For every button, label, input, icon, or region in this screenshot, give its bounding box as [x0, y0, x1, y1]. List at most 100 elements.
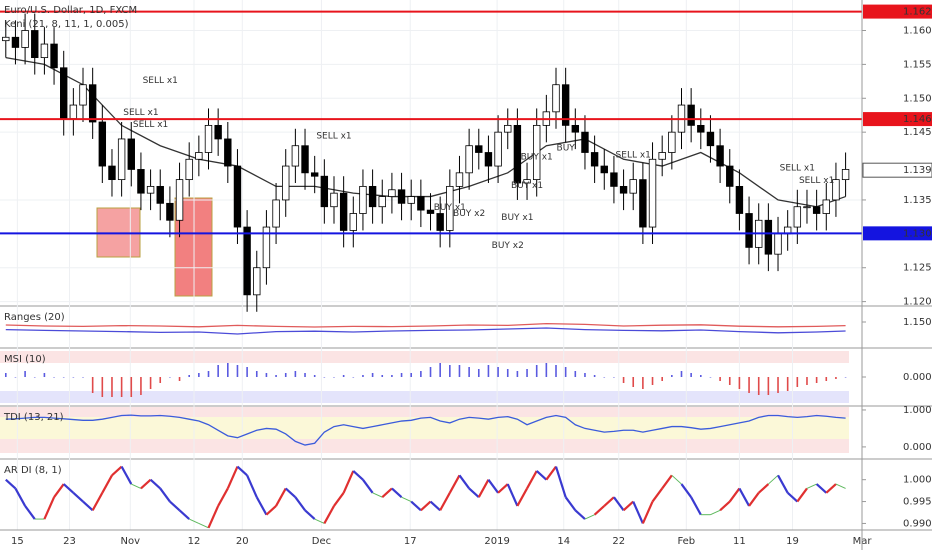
indicator-segment: [526, 470, 538, 489]
msi-bar: [62, 377, 65, 378]
level-label: 1.14693: [903, 114, 932, 125]
candle-body: [2, 36, 10, 42]
indicator-segment: [516, 487, 529, 507]
msi-bar: [400, 373, 403, 377]
y-tick-label: 1.14500: [903, 127, 932, 138]
indicator-segment: [768, 474, 779, 485]
indicator-line: [5, 414, 846, 446]
msi-bar: [622, 377, 625, 383]
candle-body: [484, 152, 493, 167]
indicator-segment: [487, 479, 499, 494]
signal-label: BUY x2: [492, 241, 524, 251]
y-tick-label: 1.12500: [903, 263, 932, 274]
msi-bar: [661, 377, 663, 381]
candle-body: [581, 131, 589, 153]
candle-body: [532, 124, 541, 181]
indicator-segment: [690, 496, 702, 516]
candle-body: [233, 165, 242, 228]
indicator-segment: [188, 518, 200, 524]
x-tick-label: 15: [11, 536, 24, 547]
msi-bar: [709, 377, 712, 378]
candle-body: [108, 165, 116, 181]
indicator-segment: [91, 492, 104, 511]
indicator-segment: [226, 466, 239, 489]
signal-label: BUY x1: [511, 181, 543, 191]
candle-body: [31, 30, 39, 59]
msi-bar: [757, 377, 760, 395]
x-tick-label: Dec: [312, 536, 331, 547]
indicator-segment: [796, 487, 808, 503]
msi-bar: [738, 377, 741, 389]
x-tick-label: 17: [404, 536, 417, 547]
y-tick-label: 1.15000: [903, 93, 932, 104]
msi-bar: [371, 373, 374, 377]
msi-bar: [91, 377, 94, 393]
x-tick-label: Feb: [677, 536, 695, 547]
candle-body: [764, 219, 773, 255]
indicator-segment: [593, 505, 606, 516]
msi-bar: [130, 377, 133, 397]
indicator-segment: [255, 496, 268, 516]
candle-body: [224, 138, 232, 167]
tdi-band: [0, 417, 849, 439]
indicator-segment: [53, 483, 65, 498]
msi-bar: [728, 377, 731, 385]
indicator-segment: [198, 522, 209, 529]
indicator-segment: [410, 500, 422, 512]
candle-body: [793, 206, 802, 228]
signal-label: SELL x1: [143, 76, 178, 86]
indicator-segment: [275, 487, 287, 507]
indicator-segment: [111, 465, 123, 477]
msi-bar: [53, 377, 55, 378]
candle-body: [11, 36, 20, 48]
msi-bar: [516, 371, 519, 377]
msi-bar: [236, 365, 239, 377]
indicator-segment: [825, 483, 837, 494]
signal-label: SELL x1: [799, 176, 834, 186]
tdi-band: [0, 439, 849, 453]
msi-bar: [564, 367, 567, 377]
indicator-title: Keni (21, 8, 11, 1, 0.005): [4, 19, 129, 30]
msi-bar: [584, 373, 586, 377]
indicator-segment: [159, 487, 171, 503]
indicator-segment: [43, 496, 56, 520]
candle-body: [697, 124, 705, 133]
msi-bar: [284, 373, 287, 377]
indicator-segment: [131, 483, 142, 489]
msi-bar: [642, 377, 644, 389]
msi-bar: [391, 375, 393, 377]
candle-body: [552, 84, 560, 113]
indicator-segment: [468, 487, 480, 499]
candle-body: [339, 192, 348, 231]
indicator-segment: [661, 474, 673, 490]
msi-bar: [613, 377, 615, 378]
x-tick-label: 11: [733, 536, 746, 547]
msi-bar: [777, 377, 779, 393]
candle-body: [590, 152, 599, 167]
indicator-segment: [448, 474, 461, 494]
candle-body: [291, 145, 300, 167]
msi-bar: [439, 363, 441, 377]
msi-bar: [680, 371, 683, 377]
candle-body: [745, 213, 753, 248]
candle-body: [397, 189, 406, 204]
y-tick-label: 1.12000: [903, 297, 932, 308]
msi-bar: [603, 377, 606, 378]
msi-bar: [699, 375, 702, 377]
candle-body: [417, 196, 425, 211]
indicator-segment: [178, 509, 190, 520]
x-tick-label: 19: [786, 536, 799, 547]
indicator-segment: [497, 483, 509, 494]
indicator-segment: [835, 483, 846, 489]
msi-bar: [458, 365, 461, 377]
indicator-segment: [62, 483, 75, 494]
indicator-segment: [217, 487, 229, 507]
msi-bar: [526, 369, 528, 377]
candle-body: [687, 104, 695, 126]
x-tick-label: 12: [188, 536, 201, 547]
msi-bar: [33, 377, 36, 378]
indicator-segment: [535, 470, 548, 481]
